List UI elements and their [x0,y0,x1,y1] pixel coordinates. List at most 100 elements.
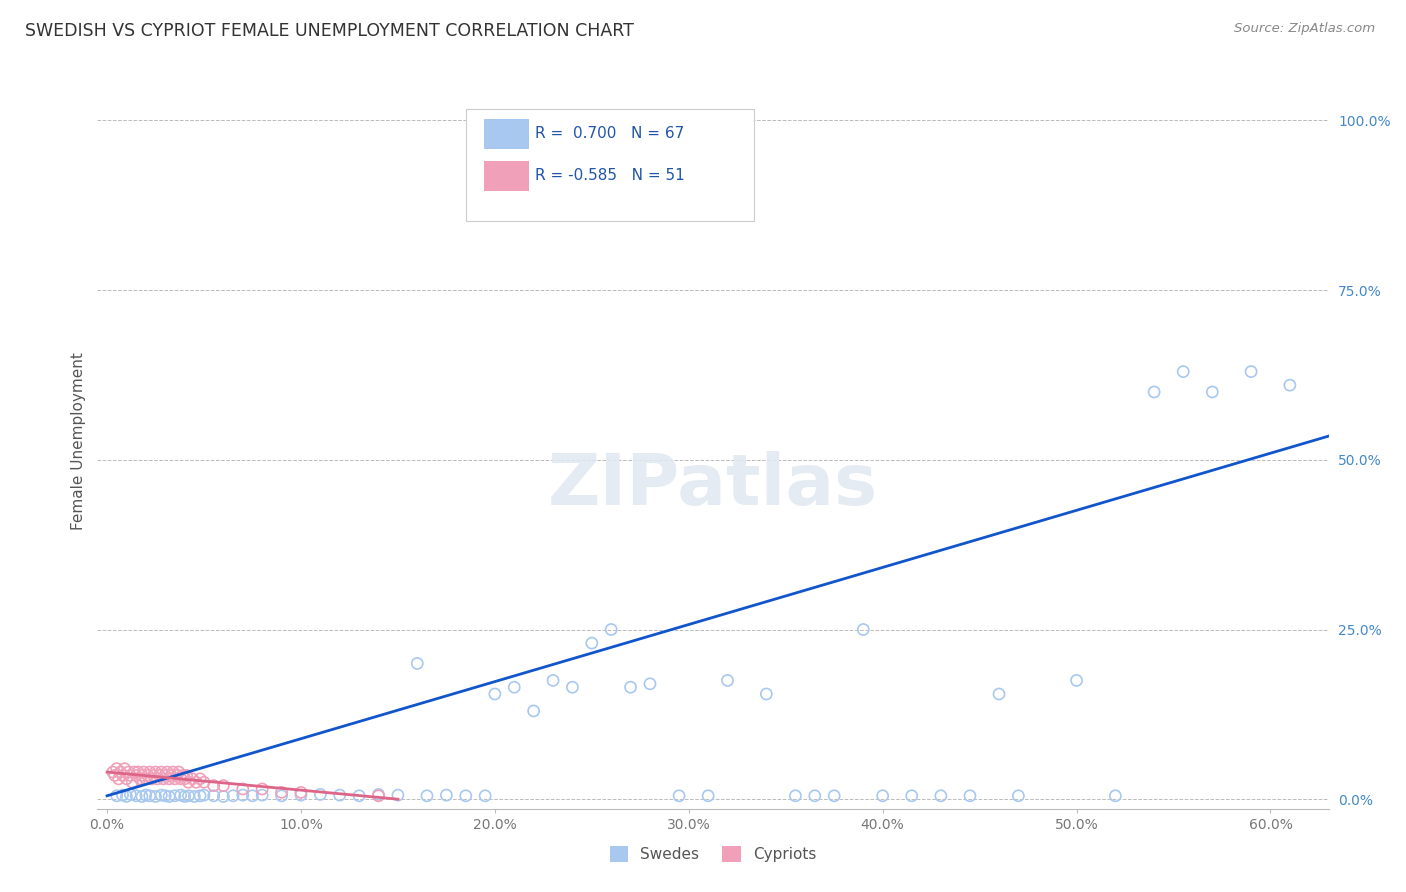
Point [212,779,235,793]
Point [638,677,661,691]
Point [115,772,138,786]
Point [121,775,143,789]
Point [250,788,273,802]
Point [145,765,167,780]
Text: R =  0.700   N = 67: R = 0.700 N = 67 [534,126,683,141]
Point [160,768,183,782]
Point [163,772,186,786]
Point [1143,384,1166,399]
Point [406,657,429,671]
Point [115,789,138,804]
Point [125,789,148,803]
Point [131,768,153,782]
Point [329,788,352,802]
Point [290,785,312,799]
Point [242,789,264,803]
Point [157,789,180,804]
Point [156,765,179,780]
Legend: Swedes, Cypriots: Swedes, Cypriots [603,839,823,868]
Point [900,789,922,803]
Point [367,789,389,803]
Point [503,680,526,694]
Point [193,775,215,789]
Point [105,789,128,803]
Point [523,704,546,718]
Point [1240,365,1263,379]
Point [162,765,184,780]
Point [135,788,157,802]
Point [484,687,506,701]
Point [111,768,134,782]
Point [157,772,180,786]
Point [1007,789,1029,803]
Point [177,775,200,789]
Point [176,768,198,782]
Point [131,789,153,804]
Point [716,673,738,688]
Point [166,768,188,782]
Point [785,789,807,803]
Text: ZIPatlas: ZIPatlas [548,450,879,520]
Point [132,765,155,780]
Point [138,789,160,803]
Point [668,789,690,803]
Point [581,636,603,650]
Point [232,788,254,802]
Point [1278,378,1301,392]
Point [347,789,370,803]
Text: SWEDISH VS CYPRIOT FEMALE UNEMPLOYMENT CORRELATION CHART: SWEDISH VS CYPRIOT FEMALE UNEMPLOYMENT C… [25,22,634,40]
Point [988,687,1011,701]
Point [135,772,157,786]
Point [170,788,193,802]
Point [804,789,827,803]
Point [150,765,173,780]
Point [872,789,894,803]
Point [1104,789,1126,803]
Point [232,782,254,797]
Point [155,789,177,803]
Point [181,772,204,786]
Point [129,772,152,786]
Point [146,772,169,786]
Point [202,789,225,803]
Y-axis label: Female Unemployment: Female Unemployment [72,352,86,530]
Point [127,765,149,780]
Point [474,789,496,803]
Point [202,779,225,793]
Point [188,772,211,786]
Point [155,768,177,782]
Point [110,765,132,780]
Point [173,789,195,804]
Point [145,789,167,804]
Point [186,775,208,789]
Point [183,789,205,804]
Point [212,789,235,804]
Point [270,785,292,799]
Point [929,789,952,803]
Point [114,762,136,776]
Point [170,772,193,786]
Point [177,789,200,803]
Point [173,772,195,786]
Point [270,789,292,803]
Point [138,765,160,780]
Point [697,789,720,803]
Point [142,768,165,782]
Point [163,789,186,803]
Point [367,788,389,802]
Point [167,765,190,780]
Point [1173,365,1195,379]
Point [823,789,845,803]
Point [141,772,163,786]
Point [454,789,477,803]
Point [111,788,134,802]
Point [250,782,273,797]
Point [222,789,245,803]
Point [541,673,564,688]
Point [1066,673,1088,688]
Point [152,772,174,786]
Point [309,788,332,802]
Point [416,789,439,803]
Point [148,768,170,782]
Point [150,788,173,802]
